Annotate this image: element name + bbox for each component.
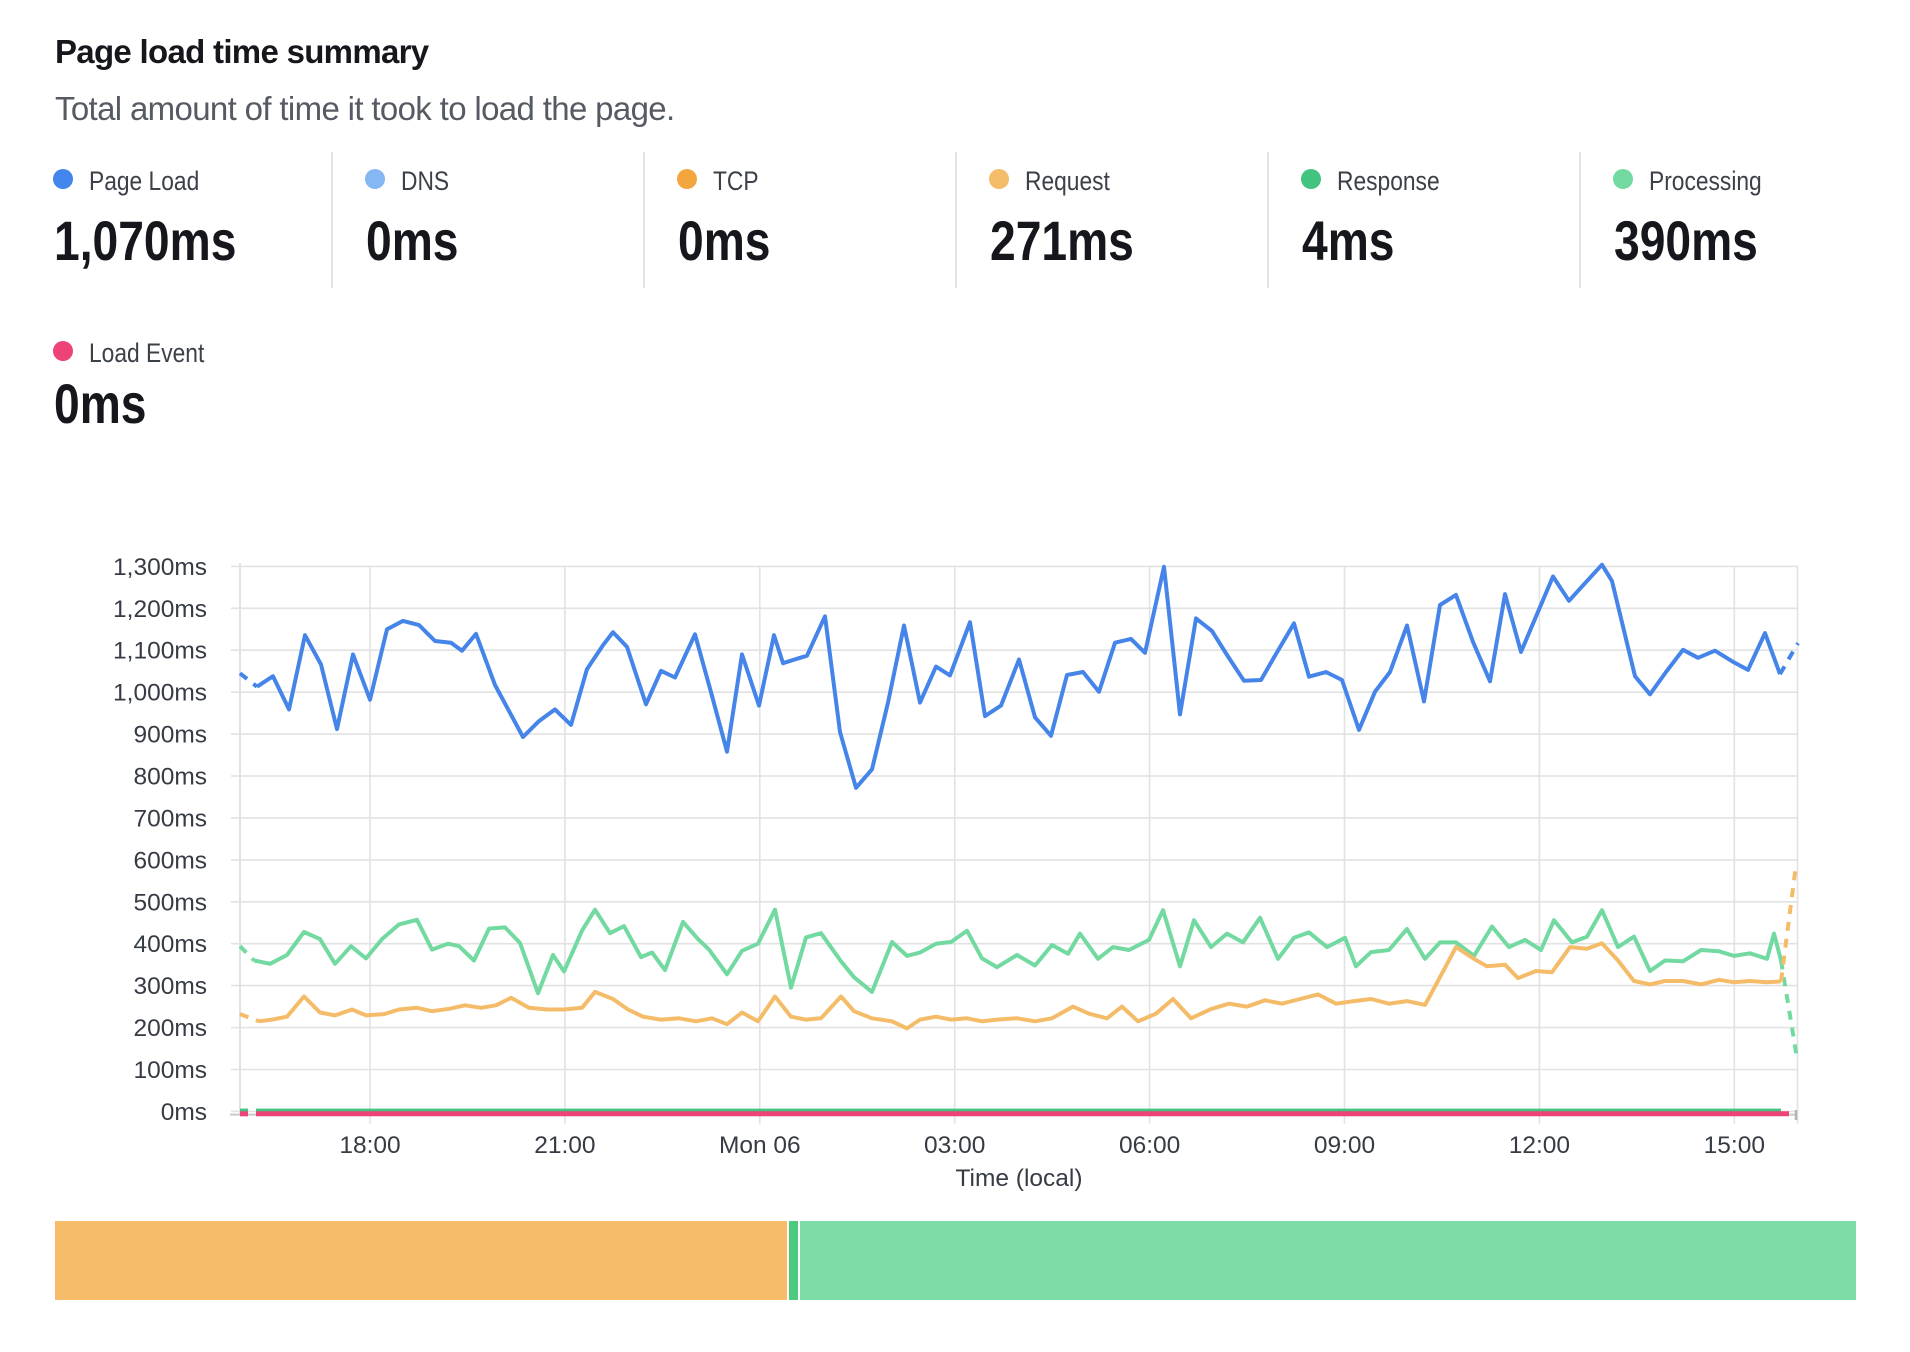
- svg-text:Mon 06: Mon 06: [719, 1132, 801, 1159]
- svg-text:500ms: 500ms: [133, 889, 207, 916]
- svg-text:100ms: 100ms: [133, 1057, 207, 1084]
- svg-text:21:00: 21:00: [534, 1132, 595, 1159]
- svg-text:0ms: 0ms: [161, 1099, 207, 1126]
- svg-text:400ms: 400ms: [133, 931, 207, 958]
- svg-text:15:00: 15:00: [1704, 1132, 1765, 1159]
- svg-text:1,100ms: 1,100ms: [113, 638, 207, 665]
- svg-text:06:00: 06:00: [1119, 1132, 1180, 1159]
- svg-text:1,000ms: 1,000ms: [113, 680, 207, 707]
- svg-text:200ms: 200ms: [133, 1015, 207, 1042]
- svg-text:1,200ms: 1,200ms: [113, 596, 207, 623]
- svg-text:600ms: 600ms: [133, 847, 207, 874]
- svg-text:1,300ms: 1,300ms: [113, 554, 207, 581]
- svg-text:12:00: 12:00: [1509, 1132, 1570, 1159]
- svg-text:300ms: 300ms: [133, 973, 207, 1000]
- svg-text:09:00: 09:00: [1314, 1132, 1375, 1159]
- svg-text:900ms: 900ms: [133, 722, 207, 749]
- svg-text:18:00: 18:00: [339, 1132, 400, 1159]
- svg-text:800ms: 800ms: [133, 764, 207, 791]
- svg-text:700ms: 700ms: [133, 805, 207, 832]
- svg-text:03:00: 03:00: [924, 1132, 985, 1159]
- svg-text:Time (local): Time (local): [955, 1165, 1082, 1192]
